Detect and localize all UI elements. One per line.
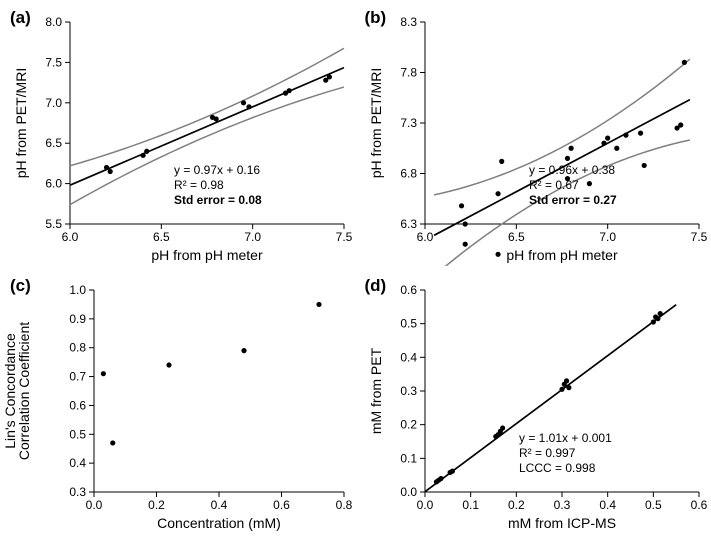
svg-text:pH from PET/MRI: pH from PET/MRI xyxy=(368,68,384,178)
svg-text:8.0: 8.0 xyxy=(45,15,62,29)
svg-text:0.1: 0.1 xyxy=(462,498,479,512)
svg-text:Std error = 0.08: Std error = 0.08 xyxy=(174,193,262,207)
svg-text:0.4: 0.4 xyxy=(69,456,86,470)
svg-text:7.0: 7.0 xyxy=(45,96,62,110)
svg-text:pH from PET/MRI: pH from PET/MRI xyxy=(13,68,29,178)
svg-text:0.3: 0.3 xyxy=(553,498,570,512)
panel-b: (b) 6.06.57.07.56.36.87.37.88.3pH from p… xyxy=(359,4,708,266)
svg-text:y = 0.97x + 0.16: y = 0.97x + 0.16 xyxy=(174,163,260,177)
svg-text:Concentration (mM): Concentration (mM) xyxy=(157,515,281,531)
svg-text:6.3: 6.3 xyxy=(400,217,417,231)
svg-text:0.4: 0.4 xyxy=(400,350,417,364)
chart-a: 6.06.57.07.55.56.06.57.07.58.0pH from pH… xyxy=(4,4,354,266)
svg-text:7.5: 7.5 xyxy=(690,230,707,244)
svg-text:0.3: 0.3 xyxy=(400,384,417,398)
svg-text:0.3: 0.3 xyxy=(69,485,86,499)
svg-text:R² = 0.67: R² = 0.67 xyxy=(529,178,579,192)
svg-text:6.5: 6.5 xyxy=(507,230,524,244)
svg-text:6.0: 6.0 xyxy=(62,230,79,244)
panel-a: (a) 6.06.57.07.55.56.06.57.07.58.0pH fro… xyxy=(4,4,353,266)
svg-text:8.3: 8.3 xyxy=(400,15,417,29)
svg-text:6.5: 6.5 xyxy=(45,136,62,150)
svg-text:6.5: 6.5 xyxy=(153,230,170,244)
svg-text:mM from ICP-MS: mM from ICP-MS xyxy=(507,515,615,531)
svg-text:R² = 0.98: R² = 0.98 xyxy=(174,178,224,192)
svg-text:0.5: 0.5 xyxy=(644,498,661,512)
svg-text:6.0: 6.0 xyxy=(45,177,62,191)
svg-text:R² = 0.997: R² = 0.997 xyxy=(519,446,576,460)
svg-text:7.8: 7.8 xyxy=(400,66,417,80)
chart-d: 0.0 0.1 0.2 0.3 0.4 0.5 0.6 0.0 0.1 0.2 0.3 0.4 0.5 0… xyxy=(359,272,709,534)
svg-text:0.6: 0.6 xyxy=(690,498,707,512)
svg-text:0.2: 0.2 xyxy=(148,498,165,512)
svg-text:0.2: 0.2 xyxy=(400,417,417,431)
chart-b: 6.0 6.5 7.0 7.5 6.3 6.8 7.3 7.8 8.3 pH from pH me… xyxy=(359,4,709,266)
svg-text:pH from pH meter: pH from pH meter xyxy=(506,247,618,263)
svg-text:y = 1.01x + 0.001: y = 1.01x + 0.001 xyxy=(519,431,612,445)
svg-text:7.0: 7.0 xyxy=(244,230,261,244)
svg-text:0.0: 0.0 xyxy=(86,498,103,512)
svg-text:y = 0.96x + 0.38: y = 0.96x + 0.38 xyxy=(529,163,615,177)
svg-text:0.8: 0.8 xyxy=(69,340,86,354)
svg-text:6.8: 6.8 xyxy=(400,167,417,181)
svg-text:0.9: 0.9 xyxy=(69,311,86,325)
svg-text:7.5: 7.5 xyxy=(45,55,62,69)
svg-text:0.2: 0.2 xyxy=(507,498,524,512)
chart-c: 0.0 0.2 0.4 0.6 0.8 0.3 0.4 0.5 0.6 0.7 0.8 0.9 1.0 C… xyxy=(4,272,354,534)
svg-text:pH from pH meter: pH from pH meter xyxy=(151,247,263,263)
svg-text:mM from PET: mM from PET xyxy=(368,347,384,434)
svg-text:0.7: 0.7 xyxy=(69,369,86,383)
svg-text:0.0: 0.0 xyxy=(400,485,417,499)
svg-text:Correlation Coefficient: Correlation Coefficient xyxy=(16,321,32,459)
svg-text:6.0: 6.0 xyxy=(416,230,433,244)
svg-text:0.4: 0.4 xyxy=(599,498,616,512)
svg-text:LCCC = 0.998: LCCC = 0.998 xyxy=(519,461,596,475)
svg-text:7.0: 7.0 xyxy=(599,230,616,244)
svg-text:Std error = 0.27: Std error = 0.27 xyxy=(529,193,617,207)
svg-text:0.6: 0.6 xyxy=(400,283,417,297)
svg-text:1.0: 1.0 xyxy=(69,283,86,297)
figure: (a) 6.06.57.07.55.56.06.57.07.58.0pH fro… xyxy=(0,0,711,537)
svg-text:5.5: 5.5 xyxy=(45,217,62,231)
svg-text:0.6: 0.6 xyxy=(69,398,86,412)
svg-text:0.5: 0.5 xyxy=(69,427,86,441)
svg-text:7.3: 7.3 xyxy=(400,116,417,130)
svg-text:7.5: 7.5 xyxy=(336,230,353,244)
panel-d: (d) 0.00.10.20.30.40.50.60.00.10.20.30.4… xyxy=(359,272,708,534)
svg-text:0.1: 0.1 xyxy=(400,451,417,465)
svg-text:0.4: 0.4 xyxy=(211,498,228,512)
svg-text:0.6: 0.6 xyxy=(273,498,290,512)
svg-text:0.5: 0.5 xyxy=(400,316,417,330)
svg-text:0.0: 0.0 xyxy=(416,498,433,512)
panel-c: (c) 0.00.20.40.60.80.30.40.50.60.70.80.9… xyxy=(4,272,353,534)
svg-text:0.8: 0.8 xyxy=(336,498,353,512)
